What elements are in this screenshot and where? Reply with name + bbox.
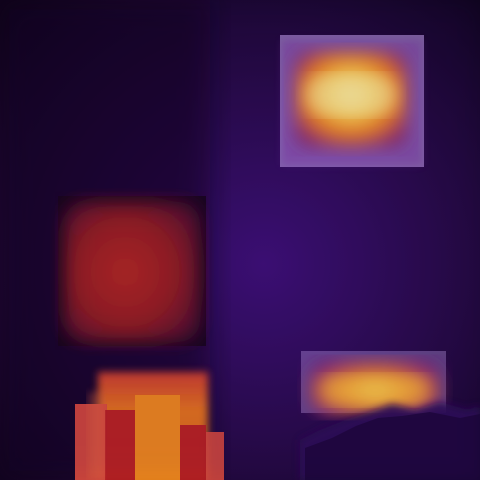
haze <box>0 0 480 480</box>
thermal-canvas <box>0 0 480 480</box>
thermal-image <box>0 0 480 480</box>
